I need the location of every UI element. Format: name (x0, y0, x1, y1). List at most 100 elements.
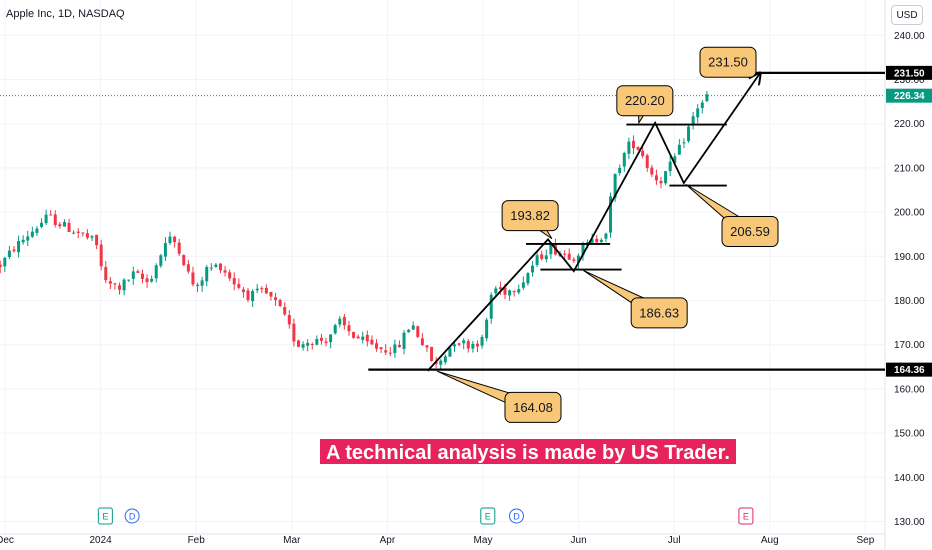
earnings-icon[interactable] (480, 507, 496, 525)
candle-body (691, 116, 695, 125)
candle-body (260, 288, 264, 290)
candle-body (631, 140, 635, 149)
candle-body (118, 285, 122, 290)
y-tick-label: 170.00 (894, 340, 925, 351)
candle-body (645, 155, 649, 168)
candle-body (407, 329, 411, 333)
candle-body (26, 236, 30, 241)
last-price-tag (886, 88, 932, 103)
candle-body (531, 265, 535, 273)
candle-body (163, 243, 167, 257)
candle-body (315, 338, 319, 345)
candle-body (397, 344, 401, 348)
candle-body (95, 234, 99, 246)
candle-body (81, 232, 85, 234)
candle-body (85, 233, 89, 238)
candle-body (140, 273, 144, 279)
candle-body (659, 180, 663, 184)
candle-body (402, 332, 406, 349)
candle-body (677, 144, 681, 155)
x-tick-label: Dec (0, 535, 14, 546)
candle-body (498, 287, 502, 290)
candle-body (228, 272, 232, 279)
dividend-icon[interactable] (124, 508, 140, 524)
candle-body (636, 147, 640, 150)
candle-body (356, 336, 360, 339)
candle-body (544, 255, 548, 260)
candle-body (489, 294, 493, 319)
y-tick-label: 210.00 (894, 163, 925, 174)
candle-body (237, 283, 241, 288)
candle-body (700, 102, 704, 108)
candle-body (287, 315, 291, 325)
event-letter: E (102, 512, 108, 522)
event-letter: E (743, 512, 749, 522)
candle-body (182, 255, 186, 266)
candle-body (301, 344, 305, 348)
candle-body (40, 222, 44, 227)
candle-body (310, 344, 314, 346)
candle-body (21, 239, 25, 243)
candle-body (104, 267, 108, 281)
candle-body (572, 259, 576, 261)
candle-body (590, 239, 594, 243)
time-axis[interactable]: Dec 2024 Feb Mar Apr May Jun Jul Aug Sep (0, 535, 875, 546)
currency-button[interactable]: USD (891, 5, 923, 25)
dividend-icon[interactable] (508, 508, 524, 524)
price-axis[interactable]: 130.00 140.00 150.00 160.00 170.00 180.00 190.… (886, 31, 932, 528)
candle-body (443, 356, 447, 363)
candle-body (471, 343, 475, 349)
candle-body (177, 242, 181, 254)
candle-body (76, 231, 80, 233)
candle-body (485, 319, 489, 339)
candle-body (342, 316, 346, 326)
candle-body (150, 278, 154, 282)
candle-body (154, 265, 158, 279)
earnings-icon[interactable] (97, 507, 113, 525)
candle-body (90, 236, 94, 238)
earnings-icon[interactable] (738, 507, 754, 525)
candle-body (567, 253, 571, 260)
candle-body (393, 344, 397, 353)
candle-body (62, 222, 66, 227)
candle-body (35, 228, 39, 233)
candle-body (214, 264, 218, 267)
callout-box (616, 85, 674, 117)
level-price-label: 164.36 (894, 365, 925, 376)
candle-body (462, 340, 466, 344)
candle-body (576, 255, 580, 263)
candle-body (604, 233, 608, 239)
candles (0, 90, 885, 370)
candle-body (127, 279, 131, 281)
trend-path (426, 73, 761, 372)
candle-body (668, 161, 672, 172)
candle-body (67, 222, 71, 233)
y-tick-label: 240.00 (894, 31, 925, 42)
callout-label: 164.08 (513, 400, 553, 415)
level-price-tag (886, 65, 932, 80)
y-tick-label: 220.00 (894, 119, 925, 130)
candle-body (255, 288, 259, 291)
x-tick-label: Feb (188, 535, 206, 546)
candle-body (540, 254, 544, 259)
candle-body (49, 214, 53, 216)
candle-body (186, 264, 190, 272)
candle-body (283, 307, 287, 315)
y-tick-label: 200.00 (894, 208, 925, 219)
candle-body (416, 326, 420, 337)
candle-body (3, 257, 7, 267)
callout-box (630, 297, 688, 329)
candle-body (609, 196, 613, 233)
y-tick-label: 140.00 (894, 473, 925, 484)
candle-body (641, 150, 645, 157)
candle-body (196, 284, 200, 286)
candle-body (223, 270, 227, 273)
level-price-label: 231.50 (894, 68, 925, 79)
candle-body (425, 345, 429, 348)
event-letter: D (513, 512, 520, 522)
candle-body (526, 273, 530, 284)
candle-body (439, 360, 443, 365)
y-tick-label: 180.00 (894, 296, 925, 307)
candle-body (388, 352, 392, 354)
